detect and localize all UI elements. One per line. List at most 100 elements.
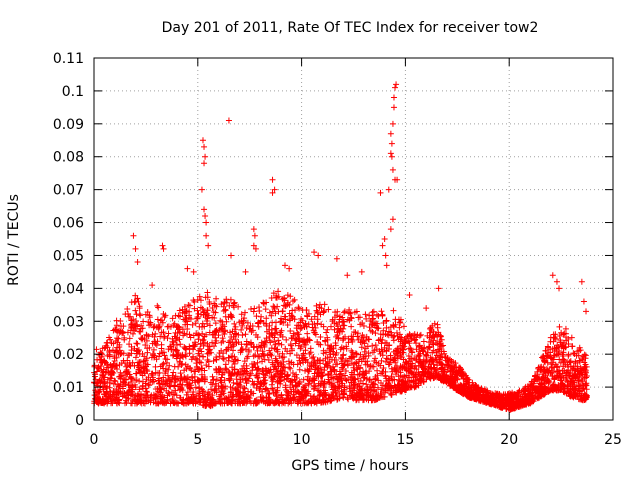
data-point: [245, 375, 252, 382]
y-tick-label: 0.1: [62, 84, 84, 100]
data-point: [194, 365, 201, 372]
data-point: [375, 360, 382, 367]
data-point: [296, 305, 303, 312]
data-point: [249, 322, 256, 329]
data-point: [291, 296, 298, 303]
data-point: [373, 311, 380, 318]
data-point: [508, 391, 515, 398]
data-point: [566, 359, 573, 366]
data-point: [343, 377, 350, 384]
data-point: [383, 324, 390, 331]
data-point: [168, 346, 175, 353]
data-point: [370, 315, 377, 322]
data-point: [268, 295, 275, 302]
data-point: [227, 399, 234, 406]
data-point: [403, 366, 410, 373]
data-point: [286, 265, 293, 272]
data-point: [232, 386, 239, 393]
data-point: [117, 318, 124, 325]
data-point: [212, 385, 219, 392]
data-point: [397, 316, 404, 323]
data-point: [311, 358, 318, 365]
data-point: [304, 376, 311, 383]
data-point: [462, 388, 469, 395]
data-point: [452, 377, 459, 384]
data-point: [124, 329, 131, 336]
data-point: [437, 353, 444, 360]
data-point: [215, 332, 222, 339]
data-point: [101, 379, 108, 386]
data-points: [91, 81, 590, 413]
data-point: [579, 373, 586, 380]
data-point: [220, 338, 227, 345]
data-point: [170, 369, 177, 376]
data-point: [203, 402, 210, 409]
data-point: [307, 345, 314, 352]
data-point: [527, 383, 534, 390]
data-point: [549, 382, 556, 389]
x-tick-label: 10: [293, 432, 311, 448]
data-point: [400, 356, 407, 363]
data-point: [376, 394, 383, 401]
data-point: [347, 388, 354, 395]
data-point: [386, 383, 393, 390]
chart-title: Day 201 of 2011, Rate Of TEC Index for r…: [162, 20, 539, 36]
data-point: [308, 316, 315, 323]
data-point: [209, 314, 216, 321]
data-point: [367, 362, 374, 369]
data-point: [506, 399, 513, 406]
data-point: [329, 394, 336, 401]
data-point: [370, 308, 377, 315]
data-point: [163, 380, 170, 387]
data-point: [194, 296, 201, 303]
data-point: [388, 153, 395, 160]
data-point: [398, 381, 405, 388]
data-point: [501, 400, 508, 407]
data-point: [174, 352, 181, 359]
data-point: [97, 383, 104, 390]
data-point: [273, 393, 280, 400]
data-point: [230, 341, 237, 348]
data-point: [283, 302, 290, 309]
data-point: [317, 334, 324, 340]
data-point: [197, 397, 204, 404]
data-point: [221, 323, 228, 330]
data-point: [219, 335, 226, 342]
data-point: [490, 392, 497, 399]
data-point: [250, 381, 257, 388]
data-point: [338, 354, 345, 361]
data-point: [333, 321, 340, 328]
data-point: [352, 350, 359, 357]
data-point: [311, 313, 318, 320]
data-point: [165, 346, 172, 353]
data-point: [209, 339, 216, 346]
data-point: [255, 365, 262, 372]
data-point: [177, 370, 184, 377]
data-point: [371, 387, 378, 394]
data-point: [293, 374, 300, 381]
data-point: [557, 359, 564, 366]
data-point: [154, 316, 161, 323]
data-point: [248, 329, 255, 336]
data-point: [271, 186, 278, 193]
data-point: [161, 333, 168, 340]
data-point: [263, 367, 270, 374]
data-point: [151, 323, 158, 330]
data-point: [404, 378, 411, 385]
data-point: [323, 329, 330, 336]
data-point: [261, 338, 268, 345]
data-point: [94, 380, 101, 387]
data-point: [570, 350, 577, 357]
data-point: [98, 350, 105, 357]
data-point: [103, 342, 110, 349]
data-point: [333, 349, 340, 356]
data-point: [209, 304, 216, 311]
data-point: [468, 395, 475, 402]
data-point: [128, 376, 135, 383]
data-point: [191, 305, 198, 312]
data-point: [410, 379, 417, 386]
data-point: [523, 400, 530, 407]
data-point: [228, 371, 235, 378]
data-point: [544, 343, 551, 350]
data-point: [385, 375, 392, 382]
